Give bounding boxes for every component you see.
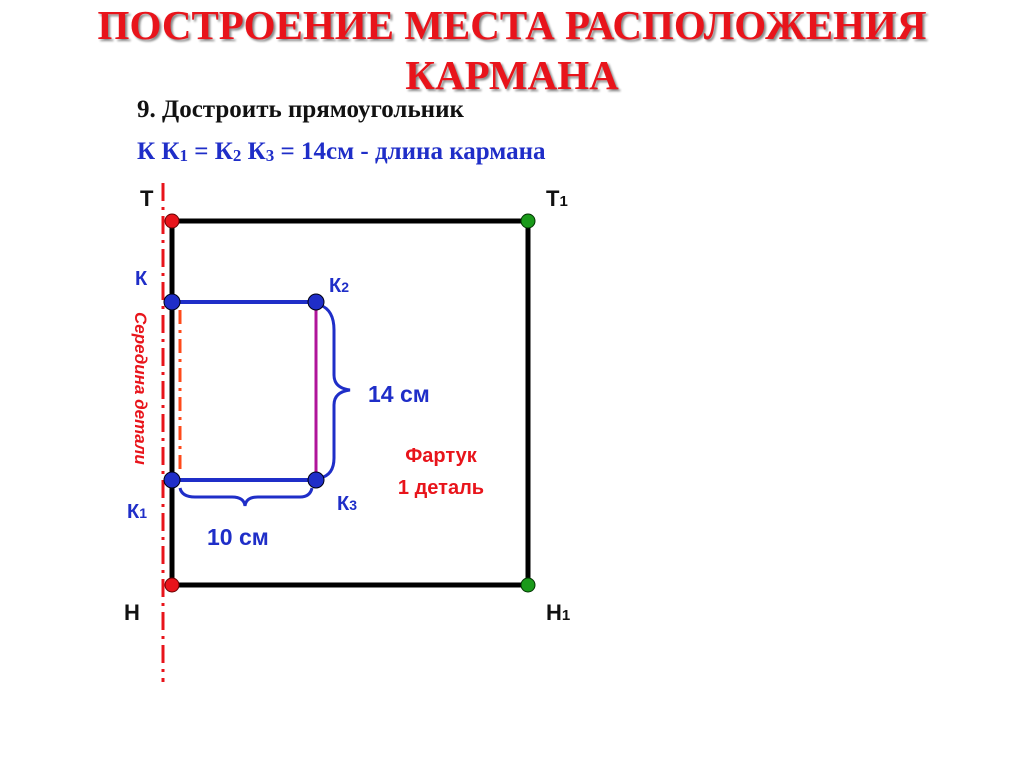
formula-sub: 2 (232, 146, 242, 165)
formula-text: К К1 = К2 К3 = 14см - длина кармана (137, 138, 546, 166)
label-sub: 1 (139, 505, 147, 521)
label-k3: К3 (337, 493, 357, 515)
title-line-2: КАРМАНА (405, 52, 619, 98)
width-label: 10 см (207, 524, 269, 550)
formula-part: = 14см - длина кармана (274, 138, 546, 165)
center-line-label: Середина детали (131, 312, 150, 465)
formula-part: К (241, 138, 266, 165)
slide-title: ПОСТРОЕНИЕ МЕСТА РАСПОЛОЖЕНИЯ КАРМАНА (0, 0, 1024, 100)
point-h1 (520, 577, 536, 593)
height-brace (319, 303, 351, 480)
label-k1: К1 (127, 501, 147, 523)
label-text: К (337, 493, 350, 515)
point-t (164, 213, 180, 229)
point-k3 (307, 471, 325, 489)
point-k (163, 293, 181, 311)
label-h: Н (124, 600, 140, 625)
point-t1 (520, 213, 536, 229)
part-name: Фартук (405, 445, 478, 467)
title-line-1: ПОСТРОЕНИЕ МЕСТА РАСПОЛОЖЕНИЯ (97, 2, 927, 48)
label-k: К (135, 268, 148, 290)
label-text: Т (546, 186, 560, 211)
height-label: 14 см (368, 381, 430, 407)
step-text: 9. Достроить прямоугольник (137, 96, 464, 123)
label-text: К (329, 275, 342, 297)
label-sub: 2 (341, 279, 349, 295)
part-count: 1 деталь (398, 477, 484, 499)
label-sub: 1 (559, 193, 567, 210)
label-t: Т (140, 186, 154, 211)
label-h1: Н1 (546, 600, 570, 625)
label-sub: 3 (349, 497, 357, 513)
label-k2: К2 (329, 275, 349, 297)
label-text: Н (546, 600, 562, 625)
point-k2 (307, 293, 325, 311)
label-t1: Т1 (546, 186, 568, 211)
label-sub: 1 (562, 607, 570, 624)
apron-rectangle (169, 218, 531, 588)
point-k1 (163, 471, 181, 489)
width-brace (178, 487, 314, 507)
point-h (164, 577, 180, 593)
formula-part: = К (188, 138, 233, 165)
label-text: К (127, 501, 140, 523)
formula-sub: 1 (179, 146, 189, 165)
formula-sub: 3 (265, 146, 275, 165)
formula-part: К К (137, 138, 180, 165)
